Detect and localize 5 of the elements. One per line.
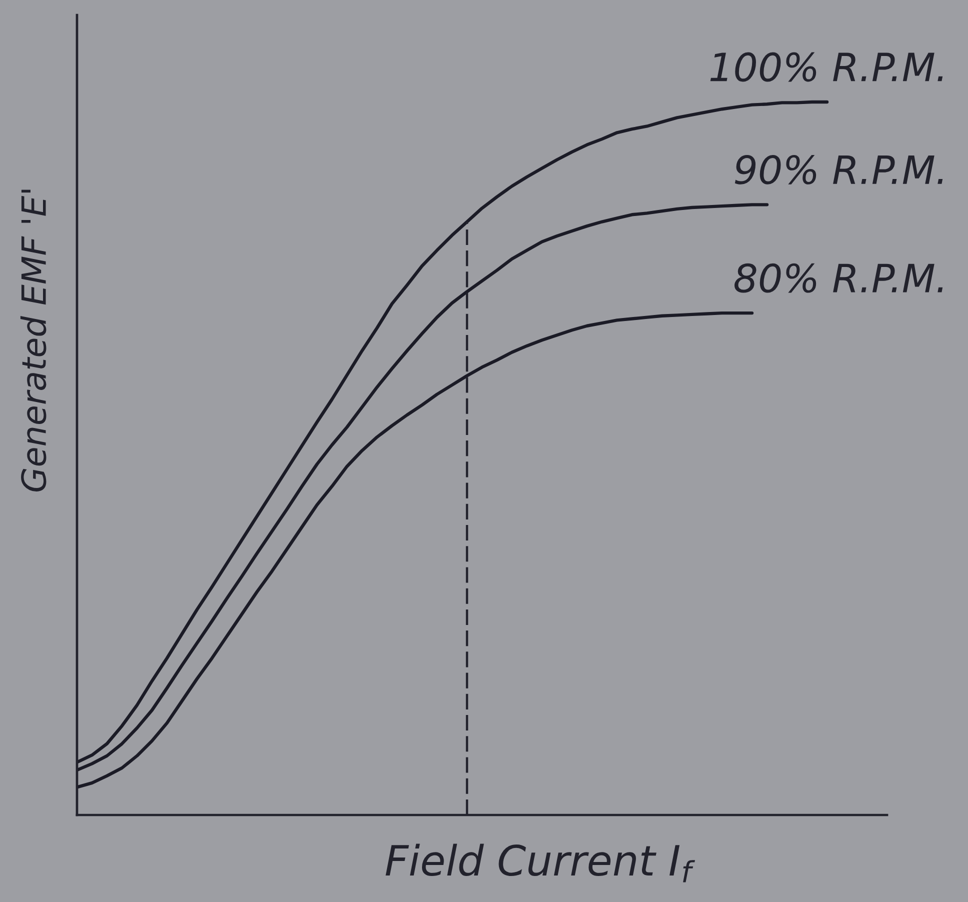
series-label: 90% R.P.M. — [734, 154, 943, 184]
series-label: 80% R.P.M. — [734, 263, 943, 293]
y-axis-title: Generated EMF 'E' — [20, 190, 46, 492]
series-label: 100% R.P.M. — [710, 52, 943, 82]
x-axis-title: Field Current I$_{f}$ — [386, 844, 695, 882]
